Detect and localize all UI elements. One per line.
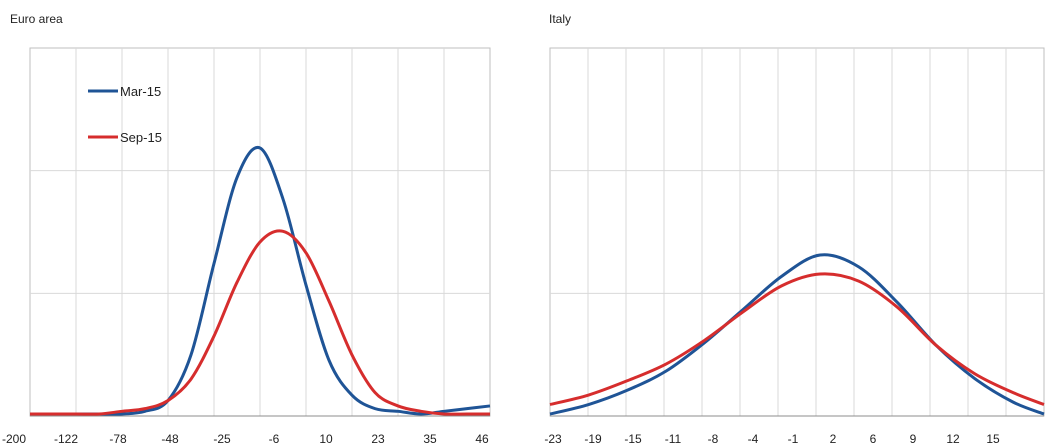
euro-area-panel: Euro area -200 -122 -78 -48 -25 -6 10 23 35 46 Mar… bbox=[0, 0, 520, 448]
x-tick-label: -1 bbox=[788, 432, 799, 446]
x-tick-label: 46 bbox=[475, 432, 489, 446]
italy-title: Italy bbox=[549, 12, 572, 26]
x-tick-label: 23 bbox=[371, 432, 385, 446]
x-tick-label: 12 bbox=[946, 432, 960, 446]
x-tick-label: 15 bbox=[986, 432, 1000, 446]
x-tick-label: -8 bbox=[708, 432, 719, 446]
x-tick-label: -6 bbox=[269, 432, 280, 446]
x-tick-label: -48 bbox=[161, 432, 179, 446]
x-tick-label: 35 bbox=[423, 432, 437, 446]
x-tick-label: -200 bbox=[2, 432, 26, 446]
x-tick-label: 6 bbox=[870, 432, 877, 446]
x-tick-label: -19 bbox=[584, 432, 602, 446]
series-line-sep-15 bbox=[549, 272, 1045, 406]
legend: Mar-15 Sep-15 bbox=[88, 84, 162, 145]
plot-frame bbox=[549, 47, 1045, 417]
x-tick-label: 9 bbox=[910, 432, 917, 446]
plot-area bbox=[549, 47, 1045, 417]
x-tick-label: -122 bbox=[54, 432, 78, 446]
legend-label: Sep-15 bbox=[120, 130, 162, 145]
euro-area-chart: -200 -122 -78 -48 -25 -6 10 23 35 46 Mar-15 Sep-15 bbox=[2, 47, 491, 446]
euro-area-title: Euro area bbox=[10, 12, 63, 26]
x-tick-label: -11 bbox=[665, 432, 682, 446]
italy-chart: -23 -19 -15 -11 -8 -4 -1 2 6 9 12 15 bbox=[544, 47, 1045, 446]
series-line-sep-15 bbox=[29, 229, 490, 416]
x-tick-label: 2 bbox=[830, 432, 837, 446]
italy-panel: Italy -23 -19 -15 -11 -8 -4 -1 2 6 9 12 15 bbox=[530, 0, 1053, 448]
x-tick-label: -25 bbox=[213, 432, 231, 446]
x-tick-label: 10 bbox=[319, 432, 333, 446]
x-tick-label: -4 bbox=[748, 432, 759, 446]
x-tick-label: -78 bbox=[109, 432, 127, 446]
legend-label: Mar-15 bbox=[120, 84, 161, 99]
x-tick-label: -15 bbox=[624, 432, 642, 446]
x-tick-label: -23 bbox=[544, 432, 562, 446]
plot-area bbox=[29, 47, 491, 417]
series-line-mar-15 bbox=[549, 253, 1045, 416]
